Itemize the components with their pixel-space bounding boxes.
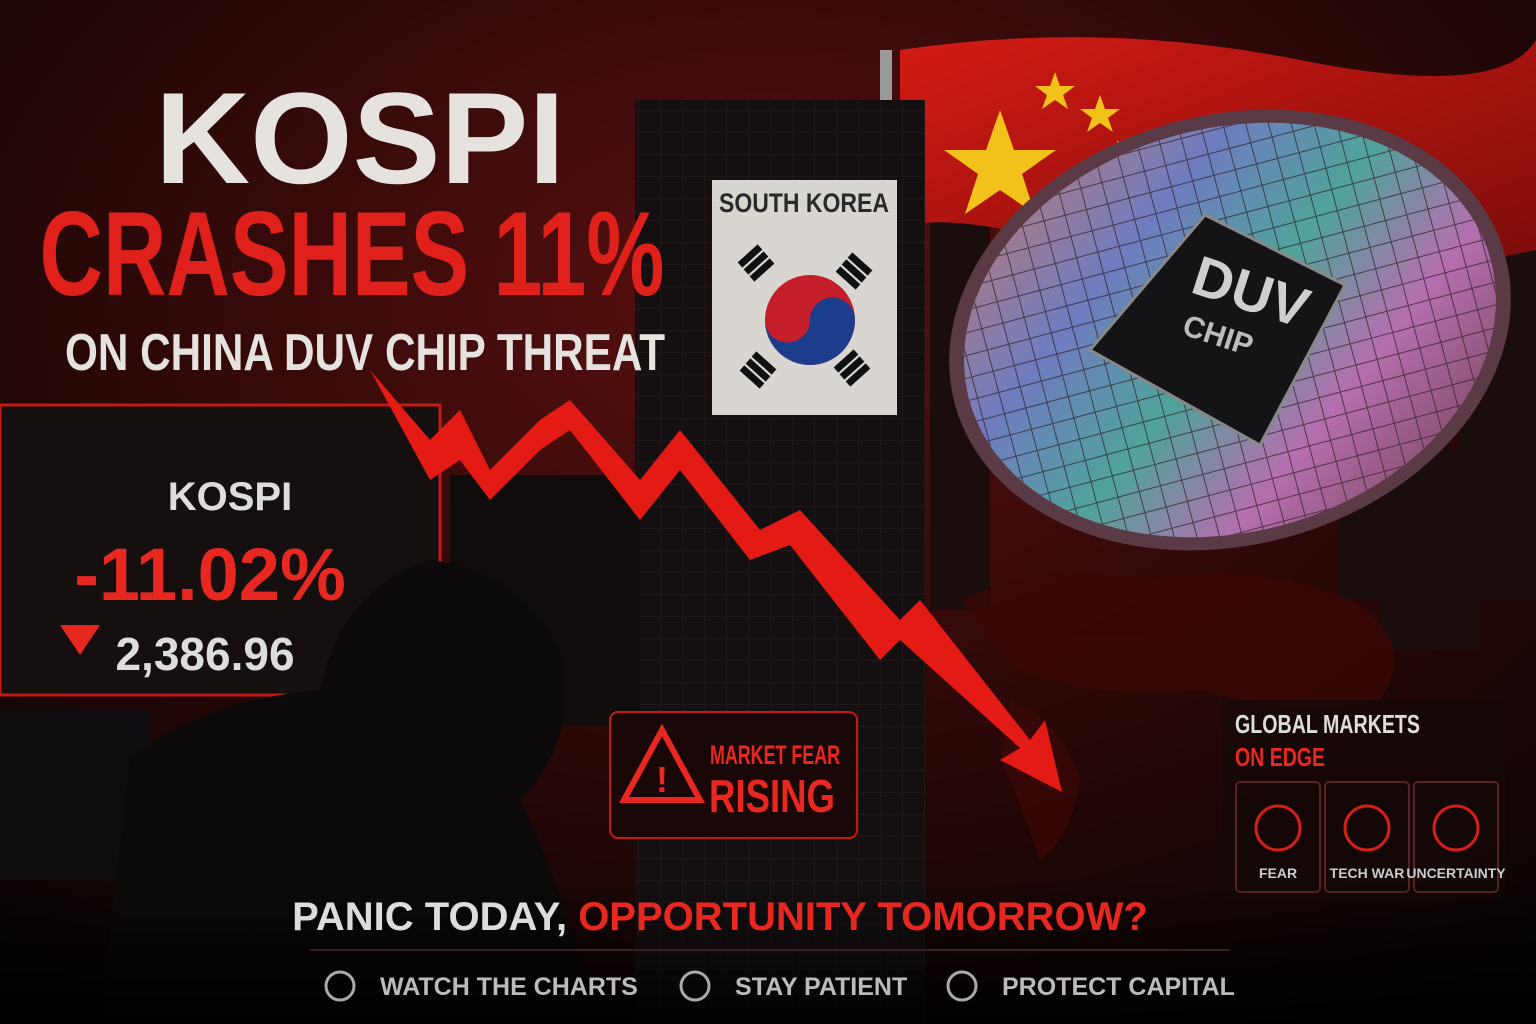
tagline: PANIC TODAY, OPPORTUNITY TOMORROW? <box>292 895 1148 939</box>
taeguk-blue <box>765 297 855 365</box>
sign-text: SOUTH KOREA <box>719 188 889 218</box>
footer-item: PROTECT CAPITAL <box>1002 973 1235 1001</box>
footer-icon <box>324 970 356 1002</box>
icon-label: UNCERTAINTY <box>1406 865 1506 881</box>
ticker-level: 2,386.96 <box>115 628 294 680</box>
icon-glyph <box>1254 804 1302 852</box>
global-icons: FEAR TECH WAR UNCERTAINTY <box>1235 781 1506 893</box>
chip <box>1087 213 1348 448</box>
headline-line1: KOSPI <box>155 65 565 211</box>
footer: WATCH THE CHARTS STAY PATIENT PROTECT CAPI… <box>324 970 1235 1002</box>
tagline-part2: OPPORTUNITY TOMORROW? <box>578 895 1148 939</box>
tagline-part1: PANIC TODAY, <box>292 895 567 939</box>
icon-label: TECH WAR <box>1330 865 1405 881</box>
down-triangle <box>60 625 100 655</box>
icon-label: FEAR <box>1259 865 1297 881</box>
footer-item: STAY PATIENT <box>735 973 907 1001</box>
bottom-fade <box>0 880 1536 1024</box>
icon-glyph <box>1343 804 1391 852</box>
ticker-change: -11.02% <box>74 533 346 616</box>
trigrams <box>737 244 873 389</box>
headline-line2: CRASHES 11% <box>40 187 665 321</box>
global-box <box>1222 700 1505 900</box>
alert-mark: ! <box>656 759 668 800</box>
alert-line2: RISING <box>709 770 835 822</box>
icon-glyph <box>1432 804 1480 852</box>
global-line2: ON EDGE <box>1235 742 1325 772</box>
headline-line3: ON CHINA DUV CHIP THREAT <box>65 324 665 382</box>
footer-icon <box>679 970 711 1002</box>
alert-line1: MARKET FEAR <box>710 740 840 770</box>
global-line1: GLOBAL MARKETS <box>1235 709 1420 739</box>
footer-icon <box>946 970 978 1002</box>
footer-item: WATCH THE CHARTS <box>380 973 638 1001</box>
alert-icon <box>618 723 706 803</box>
ticker-name: KOSPI <box>168 475 292 519</box>
